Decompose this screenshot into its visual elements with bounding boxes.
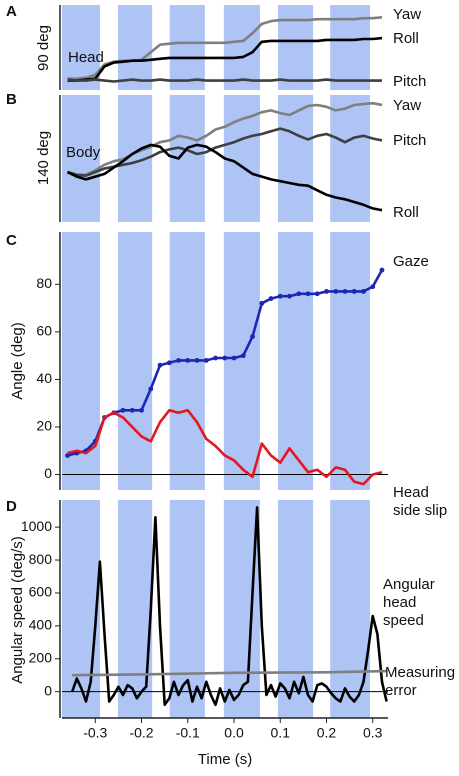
series-line bbox=[70, 506, 388, 707]
series-label: side slip bbox=[393, 502, 447, 519]
stance-band bbox=[117, 5, 153, 90]
series-line bbox=[66, 143, 383, 212]
series-dot bbox=[268, 296, 274, 301]
series-label: error bbox=[385, 682, 417, 699]
panel-letter: D bbox=[6, 498, 17, 515]
stance-band bbox=[330, 232, 370, 490]
series-dot bbox=[379, 267, 385, 273]
series-dot bbox=[314, 291, 320, 297]
y-axis-title: 90 deg bbox=[35, 25, 52, 71]
series-dot bbox=[222, 355, 228, 361]
stance-band bbox=[330, 500, 370, 718]
series-label: head bbox=[383, 594, 416, 611]
y-tick-label: 40 bbox=[36, 370, 52, 386]
series-label: Yaw bbox=[393, 6, 421, 23]
series-dot bbox=[148, 386, 154, 392]
series-dot bbox=[185, 358, 191, 363]
series-dot bbox=[240, 353, 246, 359]
y-axis-title: 140 deg bbox=[35, 131, 52, 185]
series-dot bbox=[157, 362, 163, 368]
series-label: Head bbox=[393, 484, 429, 501]
series-label: Angular bbox=[383, 576, 435, 593]
x-tick-label: 0.0 bbox=[224, 725, 244, 741]
series-dot bbox=[213, 355, 218, 361]
series-dot bbox=[305, 291, 311, 297]
series-dot bbox=[120, 407, 126, 413]
series-line bbox=[67, 78, 382, 83]
y-axis-title: Angular speed (deg/s) bbox=[9, 536, 26, 684]
x-axis-title: Time (s) bbox=[198, 751, 252, 768]
series-dot bbox=[231, 355, 237, 361]
x-tick-label: -0.2 bbox=[129, 725, 153, 741]
series-dot bbox=[203, 358, 209, 363]
series-label: Roll bbox=[393, 30, 419, 47]
y-tick-label: 0 bbox=[44, 465, 52, 481]
series-dot bbox=[259, 300, 265, 306]
y-axis-title: Angle (deg) bbox=[9, 322, 26, 400]
series-label: Pitch bbox=[393, 73, 426, 90]
x-tick-label: 0.3 bbox=[363, 725, 383, 741]
series-label: Yaw bbox=[393, 97, 421, 114]
stance-band bbox=[169, 5, 205, 90]
annotation: Head bbox=[68, 49, 104, 66]
series-dot bbox=[333, 289, 339, 294]
series-dot bbox=[296, 291, 302, 297]
series-dot bbox=[361, 289, 366, 294]
series-dot bbox=[139, 407, 144, 413]
panel-letter: C bbox=[6, 232, 17, 249]
x-tick-label: 0.1 bbox=[271, 725, 291, 741]
series-label: speed bbox=[383, 612, 424, 629]
y-tick-label: 400 bbox=[29, 617, 53, 633]
series-line bbox=[67, 127, 383, 177]
panel-letter: A bbox=[6, 3, 17, 20]
stance-band bbox=[223, 500, 260, 718]
series-dot bbox=[166, 360, 172, 366]
series-line bbox=[67, 409, 383, 486]
x-tick-label: -0.3 bbox=[83, 725, 107, 741]
y-tick-label: 800 bbox=[29, 551, 53, 567]
series-dot bbox=[287, 293, 292, 299]
stance-band bbox=[277, 232, 314, 490]
stance-band bbox=[62, 95, 100, 222]
series-dot bbox=[342, 289, 348, 294]
series-dot bbox=[194, 358, 200, 363]
series-label: Gaze bbox=[393, 253, 429, 270]
series-dot bbox=[370, 284, 376, 290]
stance-band bbox=[223, 232, 260, 490]
y-tick-label: 0 bbox=[44, 682, 52, 698]
stance-band bbox=[223, 5, 260, 90]
stance-band bbox=[330, 95, 370, 222]
series-dot bbox=[324, 289, 329, 294]
series-label: Measuring bbox=[385, 664, 455, 681]
series-dot bbox=[277, 293, 283, 299]
y-tick-label: 80 bbox=[36, 275, 52, 291]
series-dot bbox=[65, 453, 70, 458]
stance-band bbox=[117, 232, 153, 490]
series-line bbox=[72, 669, 387, 677]
x-tick-label: -0.1 bbox=[176, 725, 200, 741]
series-label: Roll bbox=[393, 204, 419, 221]
y-tick-label: 20 bbox=[36, 418, 52, 434]
series-dot bbox=[176, 358, 181, 363]
stance-band bbox=[277, 95, 314, 222]
stance-band bbox=[62, 500, 100, 718]
series-dot bbox=[351, 289, 357, 294]
series-dot bbox=[129, 407, 135, 413]
y-tick-label: 1000 bbox=[21, 518, 52, 534]
x-tick-label: 0.2 bbox=[317, 725, 337, 741]
y-tick-label: 60 bbox=[36, 323, 52, 339]
series-line bbox=[67, 36, 383, 82]
stance-band bbox=[277, 500, 314, 718]
annotation: Body bbox=[66, 144, 101, 161]
series-dot bbox=[250, 334, 255, 340]
y-tick-label: 600 bbox=[29, 584, 53, 600]
series-label: Pitch bbox=[393, 132, 426, 149]
panel-letter: B bbox=[6, 91, 17, 108]
stance-band bbox=[277, 5, 314, 90]
y-tick-label: 200 bbox=[29, 649, 53, 665]
series-line bbox=[67, 101, 383, 177]
